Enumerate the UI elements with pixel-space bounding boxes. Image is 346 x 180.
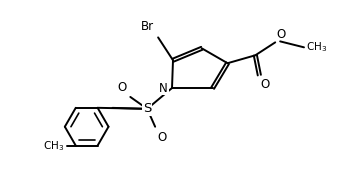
Text: N: N <box>159 82 168 94</box>
Text: CH$_3$: CH$_3$ <box>43 139 64 152</box>
Text: O: O <box>260 78 270 91</box>
Text: CH$_3$: CH$_3$ <box>306 40 327 54</box>
Text: O: O <box>157 131 166 144</box>
Text: O: O <box>117 81 126 94</box>
Text: O: O <box>276 28 285 41</box>
Text: S: S <box>143 102 152 115</box>
Text: Br: Br <box>141 21 154 33</box>
